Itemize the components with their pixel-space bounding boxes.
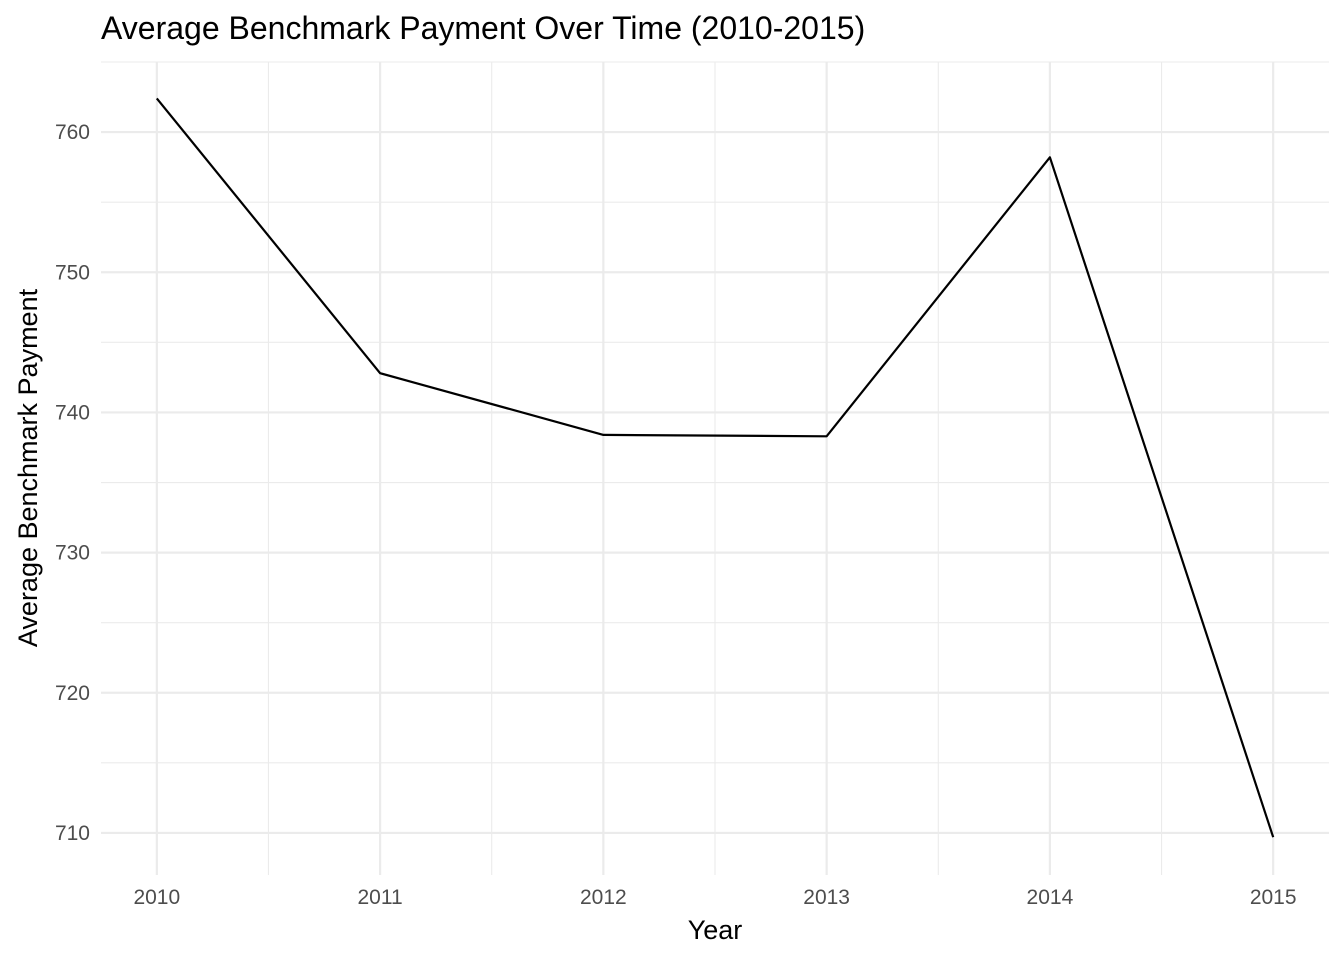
x-tick-label: 2010 [133,886,180,909]
y-axis-title: Average Benchmark Payment [13,288,43,647]
x-axis-ticks: 2010 2011 2012 2013 2014 2015 [133,886,1296,909]
y-tick-label: 750 [55,261,90,284]
x-tick-label: 2011 [358,886,403,909]
grid-lines [101,61,1329,875]
chart-title: Average Benchmark Payment Over Time (201… [101,10,865,46]
y-tick-label: 760 [55,121,90,144]
x-tick-label: 2013 [803,886,850,909]
y-tick-label: 720 [55,682,90,705]
series-line [155,97,1275,838]
x-tick-label: 2015 [1250,886,1297,909]
y-tick-label: 740 [55,401,90,424]
y-axis-ticks: 710 720 730 740 750 760 [55,121,90,845]
x-tick-label: 2014 [1027,886,1074,909]
y-tick-label: 730 [55,542,90,565]
x-tick-label: 2012 [580,886,627,909]
x-axis-title: Year [688,915,743,945]
data-series [155,97,1275,838]
y-tick-label: 710 [55,822,90,845]
